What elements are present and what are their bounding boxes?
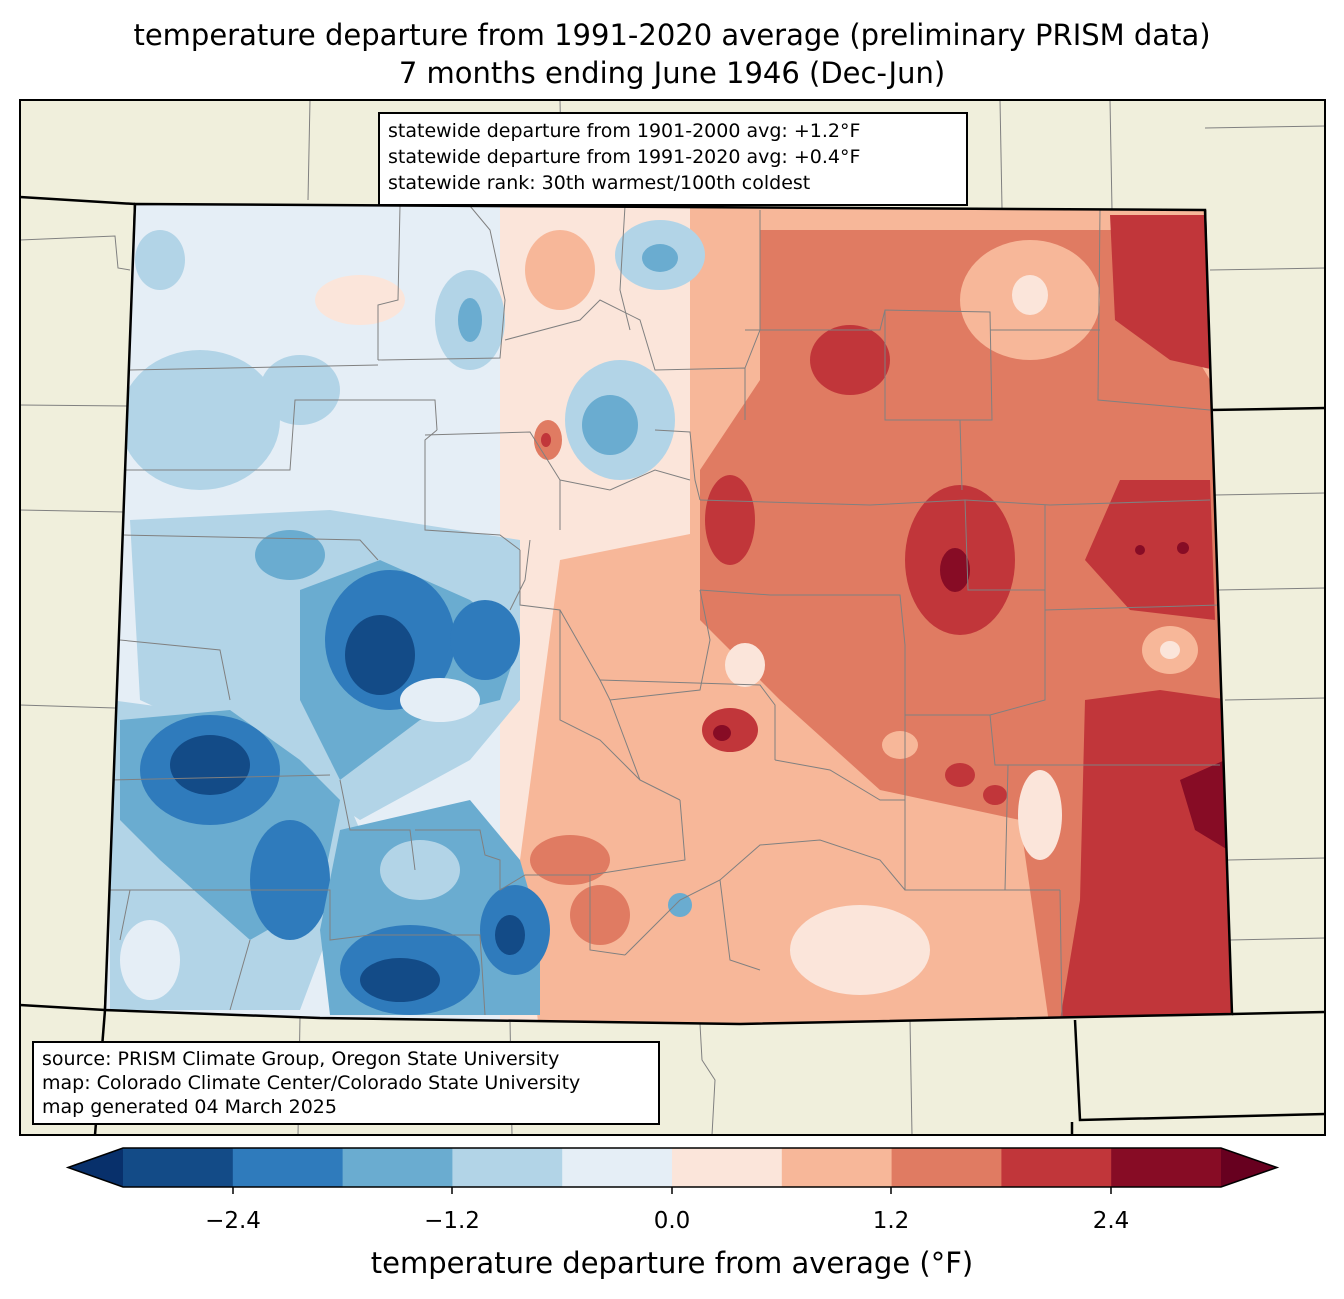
colorbar-label: temperature departure from average (°F): [370, 1246, 974, 1280]
colorbar-tick-label: −1.2: [424, 1208, 480, 1234]
stats-rank: statewide rank: 30th warmest/100th colde…: [388, 172, 811, 194]
source-box: source: PRISM Climate Group, Oregon Stat…: [32, 1041, 660, 1125]
stats-departure-1901-2000: statewide departure from 1901-2000 avg: …: [388, 120, 861, 142]
colorbar-tick-label: −2.4: [205, 1208, 261, 1234]
colorbar-segment: [562, 1148, 673, 1187]
colorbar-segment: [342, 1148, 453, 1187]
stats-departure-1991-2020: statewide departure from 1991-2020 avg: …: [388, 146, 861, 168]
map-title-line2: 7 months ending June 1946 (Dec-Jun): [398, 56, 946, 90]
colorado-border: [103, 202, 1234, 1026]
colorbar: [65, 1147, 1280, 1194]
map-title-line1: temperature departure from 1991-2020 ave…: [133, 18, 1211, 52]
colorbar-tick-label: 1.2: [872, 1208, 910, 1234]
source-line: source: PRISM Climate Group, Oregon Stat…: [42, 1048, 560, 1070]
colorbar-segment: [781, 1148, 893, 1187]
colorbar-extend-high: [1221, 1148, 1277, 1187]
colorbar-segment: [891, 1148, 1002, 1187]
colorbar-extend-low: [68, 1148, 123, 1187]
map-frame-border: [19, 99, 1326, 1136]
colorbar-segment: [452, 1148, 563, 1187]
temperature-field: [105, 204, 1232, 1024]
colorbar-outline: [65, 1147, 1280, 1188]
map-generated-line: map generated 04 March 2025: [42, 1096, 337, 1118]
colorbar-segment: [1111, 1148, 1222, 1187]
colorbar-tick-label: 0.0: [653, 1208, 691, 1234]
colorbar-segment: [123, 1148, 234, 1187]
colorbar-tick-label: 2.4: [1092, 1208, 1130, 1234]
colorbar-segment: [672, 1148, 783, 1187]
county-lines: [105, 205, 1221, 1021]
map-credit-line: map: Colorado Climate Center/Colorado St…: [42, 1072, 581, 1094]
colorbar-segment: [232, 1148, 344, 1187]
statewide-stats-box: statewide departure from 1901-2000 avg: …: [378, 112, 968, 206]
colorbar-segment: [1001, 1148, 1112, 1187]
